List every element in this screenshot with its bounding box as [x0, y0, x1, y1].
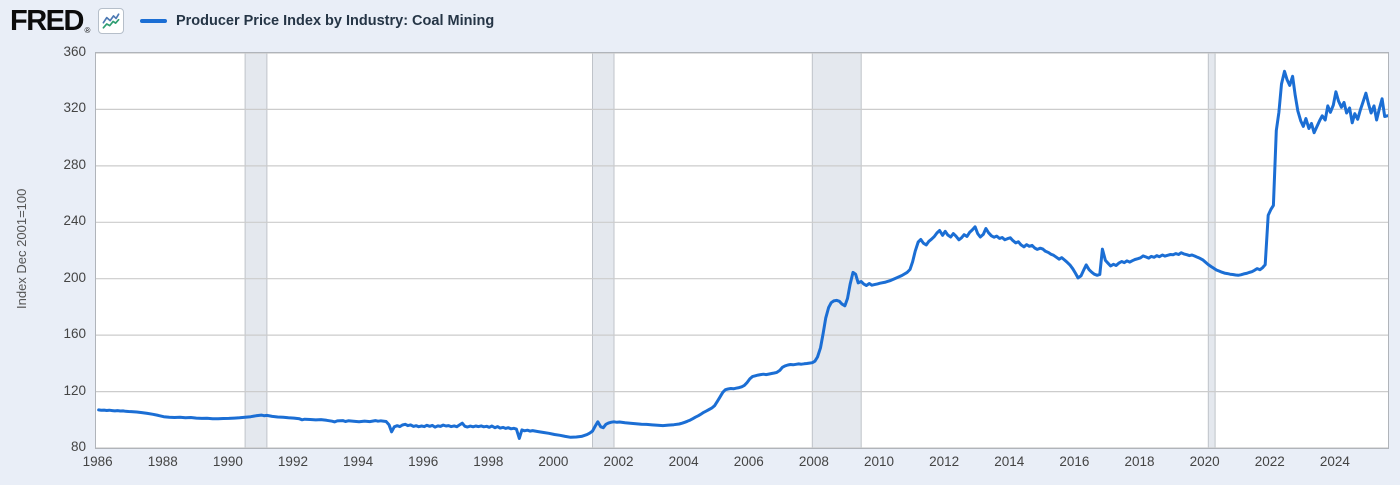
x-tick-label: 1994	[343, 454, 374, 469]
data-line	[97, 69, 1388, 440]
x-tick-label: 2002	[603, 454, 634, 469]
recession-band	[1208, 53, 1216, 448]
x-tick-label: 2006	[733, 454, 764, 469]
x-tick-label: 2016	[1059, 454, 1090, 469]
x-tick-label: 2018	[1124, 454, 1155, 469]
y-tick-label: 280	[63, 156, 86, 172]
x-tick-label: 2008	[798, 454, 829, 469]
x-tick-label: 2012	[929, 454, 960, 469]
y-axis-title: Index Dec 2001=100	[14, 188, 29, 309]
x-tick-label: 2000	[538, 454, 569, 469]
x-tick-label: 2010	[864, 454, 895, 469]
fred-logo[interactable]: FRED ®	[10, 4, 91, 37]
y-tick-label: 360	[63, 44, 86, 59]
registered-trademark: ®	[84, 25, 91, 35]
y-tick-label: 160	[63, 326, 86, 342]
x-tick-label: 2024	[1319, 454, 1350, 469]
recession-band	[812, 53, 862, 448]
chart-plot-area[interactable]	[95, 52, 1389, 449]
y-tick-label: 200	[63, 269, 86, 285]
x-tick-label: 1998	[473, 454, 504, 469]
y-tick-label: 120	[63, 382, 86, 398]
y-tick-label: 240	[63, 213, 86, 229]
recession-band	[592, 53, 614, 448]
x-tick-label: 1992	[277, 454, 308, 469]
x-tick-label: 1986	[82, 454, 113, 469]
fred-mini-chart-icon	[97, 8, 124, 34]
x-tick-label: 2004	[668, 454, 699, 469]
mini-line-chart-icon	[102, 13, 120, 29]
x-tick-label: 1990	[212, 454, 243, 469]
recession-band	[245, 53, 267, 448]
y-tick-label: 80	[70, 439, 86, 454]
y-tick-label: 320	[63, 100, 86, 116]
series-title[interactable]: Producer Price Index by Industry: Coal M…	[175, 13, 495, 29]
x-tick-label: 2014	[994, 454, 1025, 469]
x-tick-label: 1988	[147, 454, 178, 469]
x-tick-label: 2022	[1254, 454, 1285, 469]
legend-line-swatch	[139, 19, 167, 23]
legend: Producer Price Index by Industry: Coal M…	[133, 13, 494, 29]
x-tick-label: 1996	[408, 454, 439, 469]
chart-header: FRED ® Producer Price Index by Industry: …	[0, 0, 1400, 42]
chart-canvas[interactable]	[96, 53, 1388, 448]
x-tick-label: 2020	[1189, 454, 1220, 469]
